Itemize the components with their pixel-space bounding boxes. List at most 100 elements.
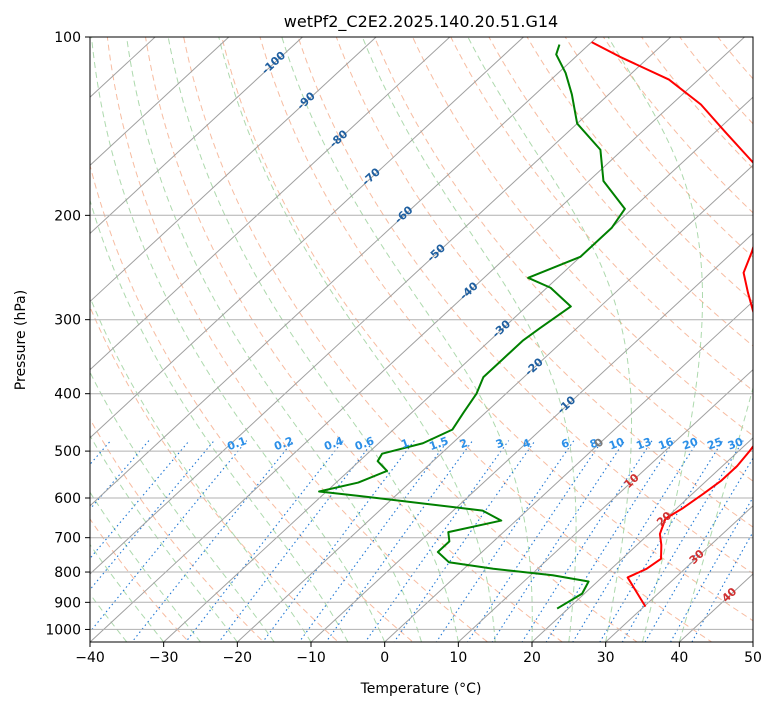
x-tick-label: 20 xyxy=(523,650,541,666)
mixing-ratio-line xyxy=(393,440,536,642)
moist-adiabat-line xyxy=(90,434,238,642)
mixing-ratio-label: 0.6 xyxy=(353,434,376,453)
y-tick-label: 600 xyxy=(54,491,81,507)
mixing-ratio-line xyxy=(90,440,248,633)
x-tick-label: −40 xyxy=(75,650,105,666)
mixing-ratio-label: 25 xyxy=(705,435,724,452)
mixing-ratio-line xyxy=(364,440,510,642)
y-tick-label: 700 xyxy=(54,531,81,547)
sounding-traces xyxy=(318,41,753,610)
y-tick-label: 400 xyxy=(54,387,81,403)
isotherm-line xyxy=(90,37,304,235)
mixing-ratio-label: 1.5 xyxy=(428,434,451,453)
x-axis-ticks: −40 −30 −20 −10 0 10 20 30 40 50 xyxy=(75,642,762,666)
dry-adiabat-line xyxy=(412,37,753,437)
mixing-ratio-line xyxy=(90,440,215,591)
moist-adiabat-line xyxy=(218,37,496,642)
isotherm-line xyxy=(90,37,525,439)
x-tick-label: −20 xyxy=(223,650,253,666)
y-tick-label: 1000 xyxy=(45,622,81,638)
mixing-ratio-lines xyxy=(90,440,753,642)
y-tick-label: 900 xyxy=(54,595,81,611)
y-axis-label: Pressure (hPa) xyxy=(13,290,29,390)
isotherm-line xyxy=(90,37,672,575)
isotherm-line xyxy=(236,164,753,642)
y-axis-ticks: 100 200 300 400 500 600 700 800 900 1000 xyxy=(45,30,90,638)
x-tick-label: −10 xyxy=(296,650,326,666)
temperature-trace xyxy=(591,41,753,608)
mixing-ratio-line xyxy=(218,440,375,642)
moist-adiabat-line xyxy=(90,371,275,642)
plot-area xyxy=(90,37,753,642)
mixing-ratio-line xyxy=(185,440,344,642)
isotherm-line xyxy=(383,300,753,642)
mixing-ratio-line xyxy=(545,440,675,642)
x-tick-label: 10 xyxy=(449,650,467,666)
dry-adiabat-line xyxy=(90,305,339,642)
dry-adiabat-line xyxy=(221,37,713,642)
mixing-ratio-label: 16 xyxy=(657,435,676,453)
x-tick-label: 50 xyxy=(744,650,762,666)
moist-adiabat-line xyxy=(90,593,128,642)
mixing-ratio-line xyxy=(621,440,744,642)
moist-adiabat-line xyxy=(91,37,386,642)
y-tick-label: 200 xyxy=(54,208,81,224)
isotherm-line xyxy=(310,232,753,642)
dry-adiabat-line xyxy=(90,418,265,642)
mixing-ratio-label: 2 xyxy=(458,436,470,451)
isotherm-line xyxy=(457,368,753,642)
mixing-ratio-label: 6 xyxy=(559,436,571,451)
isotherm-line xyxy=(90,37,230,167)
moist-adiabat-line xyxy=(678,385,753,642)
dry-adiabat-line xyxy=(90,163,414,642)
mixing-ratio-label: 30 xyxy=(726,435,745,453)
mixing-ratio-line xyxy=(491,440,626,642)
isotherm-line xyxy=(90,37,746,642)
isotherm-line xyxy=(162,96,753,642)
mixing-ratio-label: 10 xyxy=(607,435,626,453)
dry-adiabat-line xyxy=(335,37,753,528)
dry-adiabat-line xyxy=(259,37,753,622)
mixing-ratio-line xyxy=(572,440,699,642)
isotherm-line xyxy=(90,37,377,303)
isotherms xyxy=(90,37,753,642)
mixing-ratio-line xyxy=(90,440,190,560)
dry-adiabats xyxy=(90,37,753,642)
dry-adiabat-line xyxy=(297,37,753,575)
isotherm-line xyxy=(90,37,451,371)
moist-adiabat-line xyxy=(607,37,704,642)
mixing-ratio-label: 4 xyxy=(521,436,533,451)
isotherm-line xyxy=(604,505,753,642)
mixing-ratio-line xyxy=(599,440,724,642)
mixing-ratio-line xyxy=(325,440,474,642)
mixing-ratio-line xyxy=(131,440,294,642)
mixing-ratio-line xyxy=(521,440,653,642)
mixing-ratio-label: 13 xyxy=(634,435,653,452)
x-axis-label: Temperature (°C) xyxy=(360,681,482,697)
mixing-ratio-label: 3 xyxy=(494,436,506,451)
y-tick-label: 500 xyxy=(54,444,81,460)
x-tick-label: 0 xyxy=(380,650,389,666)
mixing-ratio-label: 0.1 xyxy=(225,434,248,453)
mixing-ratio-label: 0.4 xyxy=(322,434,345,453)
dry-adiabat-line xyxy=(450,37,753,392)
y-tick-label: 100 xyxy=(54,30,81,46)
mixing-ratio-label: 20 xyxy=(681,435,700,453)
isotherm-line xyxy=(90,37,598,507)
y-tick-label: 300 xyxy=(54,313,81,329)
mixing-ratio-label: 8 xyxy=(588,436,600,451)
moist-adiabat-line xyxy=(90,491,201,642)
moist-adiabat-line xyxy=(281,37,533,642)
x-tick-label: 40 xyxy=(670,650,688,666)
dry-adiabat-line xyxy=(373,37,753,482)
mixing-ratio-line xyxy=(262,440,415,642)
moist-adiabat-line xyxy=(90,543,165,642)
x-tick-label: −30 xyxy=(149,650,179,666)
dry-adiabat-line xyxy=(183,37,638,642)
y-tick-label: 800 xyxy=(54,565,81,581)
chart-title: wetPf2_C2E2.2025.140.20.51.G14 xyxy=(284,12,558,32)
mixing-ratio-label: 0.2 xyxy=(272,434,295,453)
plot-frame xyxy=(89,36,754,643)
isotherm-line xyxy=(531,437,753,642)
